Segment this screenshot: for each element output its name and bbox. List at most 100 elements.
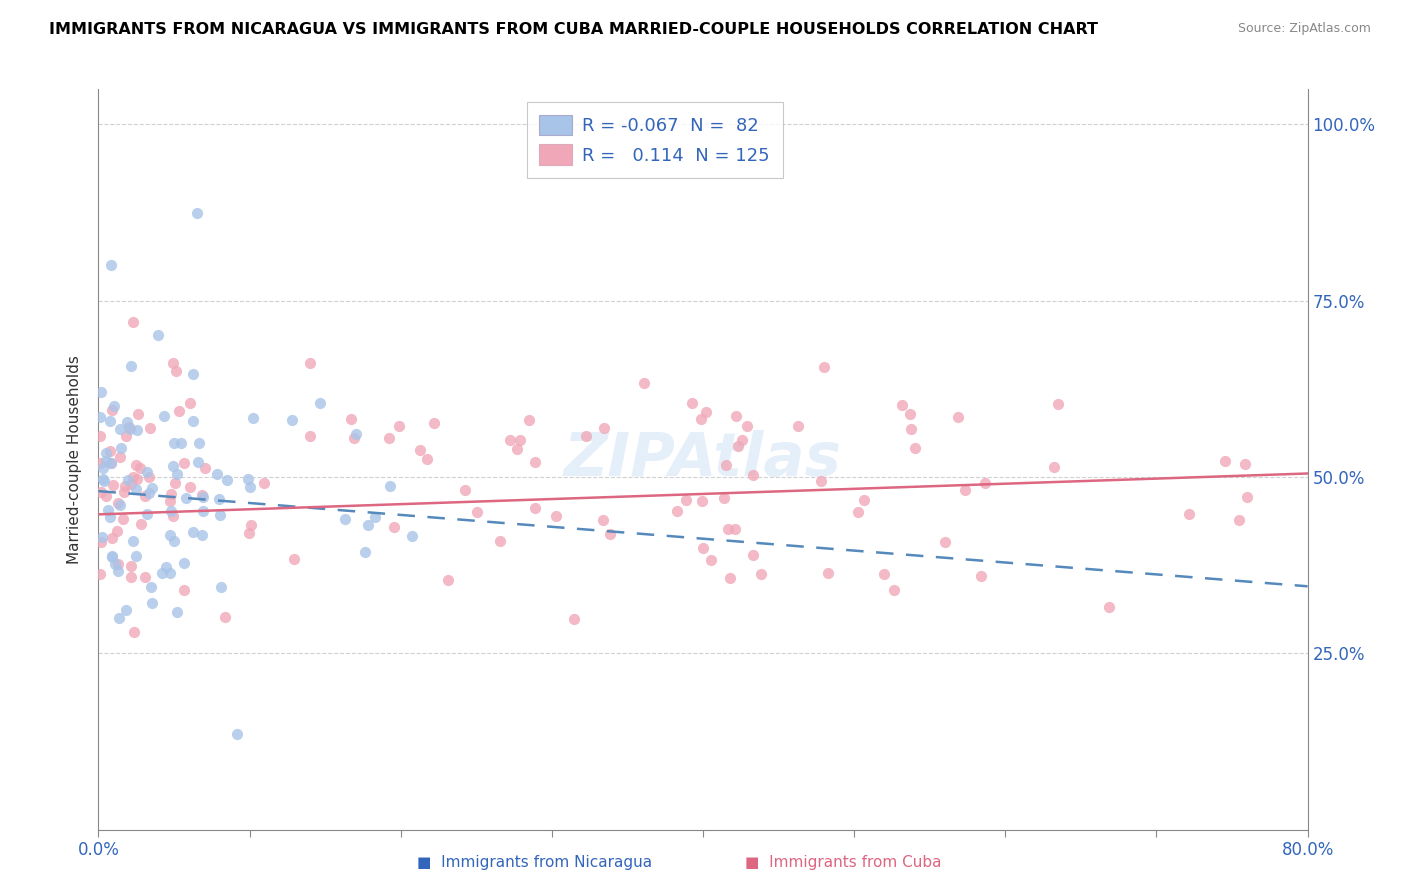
Point (883, 582, 905, 597)
Point (1046, 396, 1069, 410)
Point (872, 566, 894, 581)
Point (101, 549, 124, 564)
Point (160, 504, 183, 518)
Point (162, 508, 184, 523)
Point (1227, 513, 1250, 527)
Point (717, 522, 740, 536)
Point (727, 439, 749, 453)
Point (187, 435, 209, 450)
Point (127, 424, 149, 438)
Legend: R = -0.067  N =  82, R =   0.114  N = 125: R = -0.067 N = 82, R = 0.114 N = 125 (526, 102, 783, 178)
Point (129, 461, 152, 475)
Point (159, 566, 181, 581)
Point (214, 609, 236, 624)
Point (388, 418, 411, 433)
Point (1234, 457, 1257, 471)
Point (1043, 459, 1066, 474)
Point (817, 566, 839, 580)
Point (191, 490, 214, 504)
Point (239, 518, 262, 533)
Point (215, 474, 238, 488)
Point (946, 410, 969, 425)
Point (179, 480, 201, 494)
Point (208, 491, 231, 506)
Point (173, 582, 195, 597)
Point (118, 420, 141, 434)
Point (409, 443, 432, 458)
Point (100, 259, 122, 273)
Point (122, 469, 145, 483)
Point (167, 403, 190, 417)
Point (94, 454, 117, 468)
Point (163, 476, 186, 491)
Point (166, 606, 188, 620)
Point (96, 489, 118, 503)
Point (236, 473, 259, 487)
Point (169, 435, 191, 450)
Point (852, 492, 875, 507)
Point (953, 483, 976, 497)
Point (1215, 453, 1237, 467)
Point (633, 376, 655, 391)
Point (810, 474, 832, 488)
Point (690, 494, 713, 508)
Point (101, 549, 124, 564)
Point (517, 412, 540, 426)
Point (173, 456, 195, 470)
Point (90, 534, 112, 549)
Text: Source: ZipAtlas.com: Source: ZipAtlas.com (1237, 22, 1371, 36)
Point (898, 407, 921, 421)
Point (363, 510, 385, 524)
Point (340, 412, 363, 426)
Point (742, 468, 765, 483)
Point (107, 564, 129, 578)
Point (356, 518, 378, 533)
Point (105, 524, 128, 538)
Point (742, 548, 765, 562)
Point (191, 528, 214, 542)
Point (120, 570, 142, 584)
Point (786, 419, 808, 434)
Point (89, 456, 111, 470)
Point (205, 467, 228, 481)
Point (120, 476, 142, 491)
Point (101, 531, 124, 545)
Point (89, 566, 111, 581)
Point (813, 359, 835, 374)
Point (716, 458, 738, 472)
Point (127, 407, 149, 421)
Point (111, 512, 134, 526)
Point (718, 571, 741, 585)
Point (546, 508, 568, 523)
Point (139, 421, 162, 435)
Text: ■  Immigrants from Nicaragua: ■ Immigrants from Nicaragua (416, 855, 652, 870)
Point (181, 414, 204, 428)
Point (343, 431, 366, 445)
Point (141, 596, 163, 610)
Point (208, 508, 231, 523)
Point (160, 487, 183, 501)
Point (253, 476, 276, 491)
Point (1098, 599, 1121, 614)
Point (89, 429, 111, 443)
Point (162, 458, 184, 473)
Point (98, 444, 121, 458)
Point (181, 367, 204, 381)
Point (846, 505, 869, 519)
Point (94, 445, 117, 459)
Point (675, 492, 697, 507)
Text: IMMIGRANTS FROM NICARAGUA VS IMMIGRANTS FROM CUBA MARRIED-COUPLE HOUSEHOLDS CORR: IMMIGRANTS FROM NICARAGUA VS IMMIGRANTS … (49, 22, 1098, 37)
Point (891, 398, 914, 412)
Point (299, 356, 322, 370)
Point (98, 413, 121, 427)
Point (713, 491, 735, 505)
Point (416, 451, 439, 466)
Point (135, 507, 157, 521)
Point (134, 489, 156, 503)
Point (125, 549, 148, 563)
Point (125, 458, 148, 472)
Point (107, 558, 129, 572)
Point (1177, 507, 1199, 521)
Point (382, 519, 405, 533)
Point (129, 517, 152, 532)
